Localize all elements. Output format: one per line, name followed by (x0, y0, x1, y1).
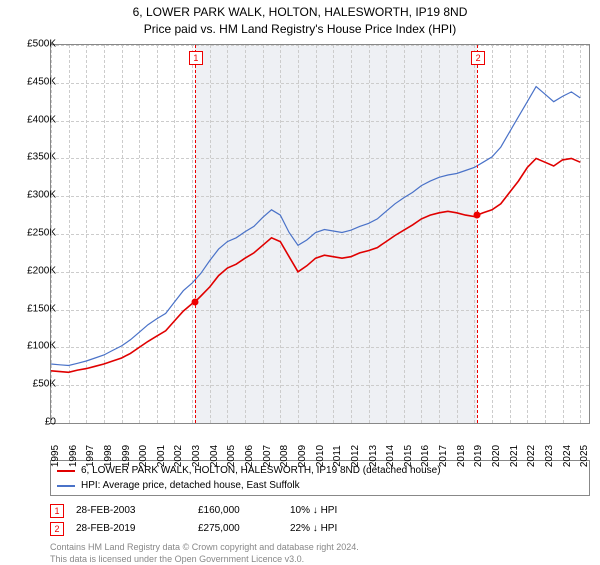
x-axis-label: 2001 (156, 445, 167, 467)
footer-line-1: Contains HM Land Registry data © Crown c… (50, 542, 590, 554)
event-marker-box: 2 (471, 51, 485, 65)
legend-swatch (57, 485, 75, 487)
y-axis-label: £400K (8, 114, 56, 125)
x-axis-label: 2008 (279, 445, 290, 467)
event-delta: 22% ↓ HPI (290, 520, 390, 538)
event-marker-box: 1 (189, 51, 203, 65)
x-axis-label: 2012 (350, 445, 361, 467)
y-axis-label: £100K (8, 341, 56, 352)
event-number-box: 1 (50, 504, 64, 518)
event-number-box: 2 (50, 522, 64, 536)
y-axis-label: £200K (8, 265, 56, 276)
events-table: 1 28-FEB-2003 £160,000 10% ↓ HPI 2 28-FEB-201… (50, 502, 590, 538)
title-line-1: 6, LOWER PARK WALK, HOLTON, HALESWORTH, … (0, 4, 600, 21)
event-marker-dot (474, 212, 481, 219)
event-date: 28-FEB-2003 (76, 502, 186, 520)
event-price: £275,000 (198, 520, 278, 538)
x-axis-label: 2021 (509, 445, 520, 467)
title-line-2: Price paid vs. HM Land Registry's House … (0, 21, 600, 38)
event-date: 28-FEB-2019 (76, 520, 186, 538)
x-axis-label: 1996 (68, 445, 79, 467)
x-axis-label: 2016 (420, 445, 431, 467)
x-axis-label: 2006 (244, 445, 255, 467)
x-axis-label: 2022 (526, 445, 537, 467)
x-axis-label: 2020 (491, 445, 502, 467)
x-axis-label: 2019 (473, 445, 484, 467)
y-axis-label: £0 (8, 417, 56, 428)
x-axis-label: 2018 (456, 445, 467, 467)
y-axis-label: £500K (8, 39, 56, 50)
x-axis-label: 1998 (103, 445, 114, 467)
y-axis-label: £300K (8, 190, 56, 201)
x-axis-label: 2024 (562, 445, 573, 467)
x-axis-label: 1995 (50, 445, 61, 467)
chart-svg (51, 45, 589, 423)
event-marker-dot (191, 299, 198, 306)
event-row: 1 28-FEB-2003 £160,000 10% ↓ HPI (50, 502, 590, 520)
event-price: £160,000 (198, 502, 278, 520)
x-axis-label: 2004 (209, 445, 220, 467)
x-axis-label: 2007 (262, 445, 273, 467)
x-axis-label: 2009 (297, 445, 308, 467)
x-axis-label: 2000 (138, 445, 149, 467)
x-axis-label: 2023 (544, 445, 555, 467)
y-axis-label: £250K (8, 228, 56, 239)
x-axis-label: 2005 (226, 445, 237, 467)
chart-plot-area: 12 (50, 44, 590, 424)
footer-attribution: Contains HM Land Registry data © Crown c… (50, 542, 590, 565)
x-axis-label: 2014 (385, 445, 396, 467)
legend-block: 6, LOWER PARK WALK, HOLTON, HALESWORTH, … (50, 460, 590, 565)
x-axis-label: 2013 (368, 445, 379, 467)
legend-row: HPI: Average price, detached house, East… (57, 478, 583, 493)
x-axis-label: 1999 (121, 445, 132, 467)
event-marker-line (477, 45, 478, 423)
event-marker-line (195, 45, 196, 423)
series-line-hpi (51, 87, 580, 366)
x-axis-label: 2011 (332, 445, 343, 467)
chart-container: 6, LOWER PARK WALK, HOLTON, HALESWORTH, … (0, 0, 600, 560)
x-axis-label: 2017 (438, 445, 449, 467)
x-axis-label: 2025 (579, 445, 590, 467)
x-axis-label: 2002 (173, 445, 184, 467)
x-axis-label: 1997 (85, 445, 96, 467)
title-block: 6, LOWER PARK WALK, HOLTON, HALESWORTH, … (0, 0, 600, 40)
footer-line-2: This data is licensed under the Open Gov… (50, 554, 590, 565)
y-axis-label: £450K (8, 76, 56, 87)
legend-label: HPI: Average price, detached house, East… (81, 478, 300, 493)
x-axis-label: 2003 (191, 445, 202, 467)
legend-swatch (57, 470, 75, 472)
y-axis-label: £150K (8, 303, 56, 314)
y-axis-label: £350K (8, 152, 56, 163)
x-axis-label: 2015 (403, 445, 414, 467)
x-axis-label: 2010 (315, 445, 326, 467)
event-row: 2 28-FEB-2019 £275,000 22% ↓ HPI (50, 520, 590, 538)
event-delta: 10% ↓ HPI (290, 502, 390, 520)
y-axis-label: £50K (8, 379, 56, 390)
